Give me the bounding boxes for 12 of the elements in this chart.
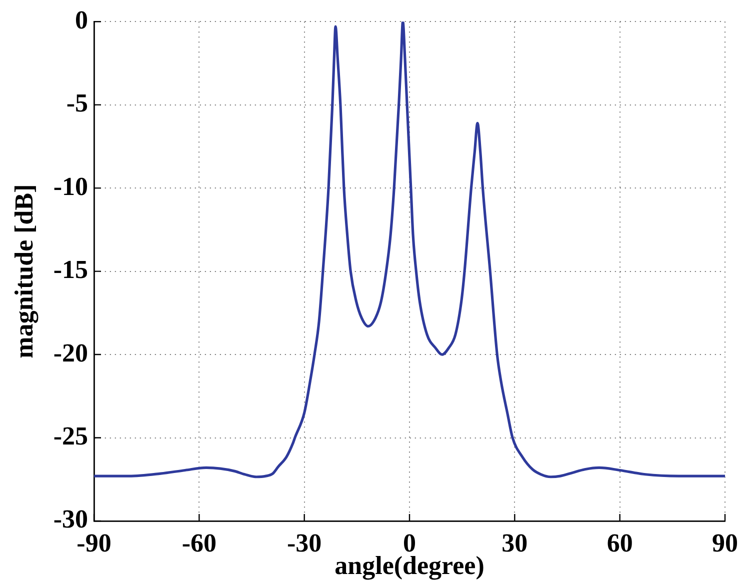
y-tick-label: 0: [75, 5, 88, 34]
x-tick-label: 90: [712, 528, 738, 558]
x-tick-label: -60: [182, 528, 217, 558]
x-tick-label: -30: [286, 528, 322, 558]
y-axis-title: magnitude [dB]: [9, 184, 38, 358]
x-tick-label: 60: [606, 528, 633, 558]
y-tick-label: -10: [53, 172, 88, 201]
x-tick-label: 30: [502, 528, 528, 558]
y-tick-label: -20: [53, 338, 88, 368]
y-tick-label: -5: [66, 88, 88, 118]
y-tick-label: -25: [53, 421, 88, 450]
y-tick-label: -15: [53, 255, 88, 284]
